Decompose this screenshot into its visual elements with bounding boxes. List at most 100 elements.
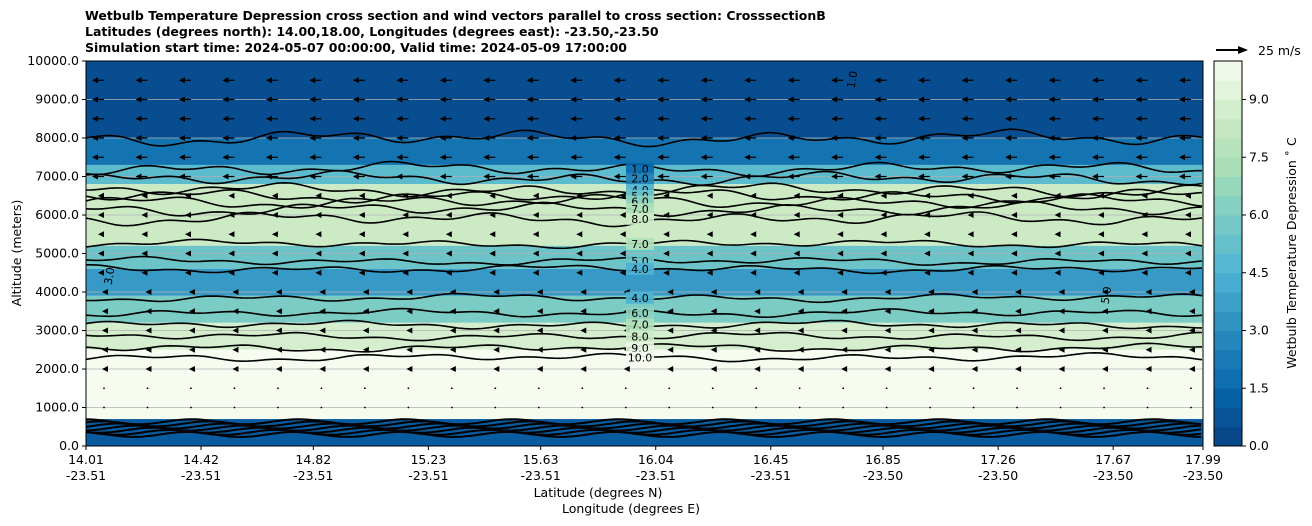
wind-vector bbox=[1102, 308, 1109, 315]
wind-vector bbox=[184, 212, 191, 218]
wind-vector bbox=[275, 346, 282, 353]
wind-vector bbox=[1092, 154, 1099, 161]
wind-vector bbox=[1015, 346, 1022, 353]
contour-label: 7.0 bbox=[631, 238, 649, 251]
wind-vector bbox=[613, 115, 620, 122]
wind-vector bbox=[146, 406, 149, 409]
wind-vector bbox=[842, 406, 845, 409]
wind-vector bbox=[623, 366, 630, 372]
wind-vector bbox=[667, 346, 674, 353]
wind-vector bbox=[1054, 192, 1061, 199]
title-line-3: Simulation start time: 2024-05-07 00:00:… bbox=[85, 40, 627, 55]
wind-vector bbox=[657, 154, 664, 161]
wind-vector bbox=[406, 346, 413, 353]
wind-vector bbox=[135, 135, 142, 141]
wind-vector bbox=[439, 77, 446, 84]
wind-vector bbox=[1016, 387, 1018, 390]
colorbar-segment bbox=[1214, 292, 1242, 312]
contour-label: 1.0 bbox=[845, 70, 861, 89]
wind-vector bbox=[624, 387, 627, 390]
wind-vector bbox=[744, 154, 751, 161]
wind-vector bbox=[928, 346, 935, 353]
wind-vector bbox=[842, 387, 845, 390]
wind-vector bbox=[449, 308, 456, 315]
x-axis-label-latitude: Latitude (degrees N) bbox=[534, 485, 663, 500]
wind-vector bbox=[92, 77, 98, 84]
wind-vector bbox=[755, 387, 758, 390]
wind-vector bbox=[92, 154, 98, 161]
contour-label: 3.0 bbox=[102, 266, 118, 285]
wind-vector bbox=[570, 77, 577, 84]
wind-vector bbox=[1048, 77, 1055, 84]
wind-vector bbox=[580, 289, 587, 295]
wind-vector bbox=[884, 346, 891, 353]
wind-vector bbox=[483, 135, 490, 141]
wind-vector bbox=[145, 327, 152, 334]
wind-vector bbox=[537, 387, 540, 390]
wind-vector bbox=[526, 96, 533, 103]
wind-vector bbox=[831, 115, 838, 122]
wind-vector bbox=[309, 96, 316, 103]
wind-vector bbox=[309, 77, 316, 84]
wind-vector bbox=[232, 327, 239, 334]
wind-vector bbox=[613, 96, 620, 103]
wind-vector bbox=[576, 212, 583, 218]
wind-vector bbox=[667, 327, 674, 334]
wind-vector bbox=[576, 269, 583, 276]
wind-vector bbox=[576, 192, 583, 199]
wind-vector bbox=[1146, 406, 1149, 409]
quiver-key-arrowhead bbox=[1238, 46, 1248, 54]
wind-vector bbox=[362, 308, 369, 315]
wind-vector bbox=[141, 231, 148, 238]
wind-vector bbox=[145, 346, 152, 353]
contour-label-bg bbox=[626, 351, 654, 364]
wind-vector bbox=[613, 154, 620, 161]
wind-vector bbox=[103, 406, 105, 409]
wind-vector bbox=[265, 115, 272, 122]
y-axis-label: Altitude (meters) bbox=[9, 200, 24, 307]
wind-vector bbox=[222, 77, 229, 84]
wind-vector bbox=[793, 231, 800, 238]
x-tick-label-lon: -23.51 bbox=[66, 468, 106, 483]
wind-vector bbox=[1059, 387, 1062, 390]
wind-vector bbox=[1190, 387, 1192, 390]
wind-vector bbox=[358, 269, 365, 276]
wind-vector bbox=[98, 212, 104, 218]
wind-vector bbox=[797, 327, 804, 334]
wind-vector bbox=[1185, 231, 1191, 238]
wind-vector bbox=[663, 231, 670, 238]
wind-vector bbox=[402, 250, 409, 257]
y-tick-label: 3000.0 bbox=[35, 323, 79, 338]
wind-vector bbox=[92, 115, 98, 122]
wind-vector bbox=[1016, 406, 1018, 409]
wind-vector bbox=[710, 366, 717, 372]
wind-vector bbox=[1135, 173, 1142, 180]
contour-label-bg bbox=[626, 172, 654, 185]
wind-vector bbox=[880, 231, 887, 238]
wind-vector bbox=[580, 308, 587, 315]
x-tick-label-lon: -23.50 bbox=[1183, 468, 1223, 483]
wind-vector bbox=[700, 154, 707, 161]
x-tick-label-lat: 17.99 bbox=[1185, 452, 1221, 467]
wind-vector bbox=[406, 308, 413, 315]
wind-vector bbox=[396, 135, 403, 141]
wind-vector bbox=[967, 192, 974, 199]
wind-vector bbox=[98, 250, 104, 257]
wind-vector bbox=[787, 173, 794, 180]
wind-vector bbox=[228, 250, 235, 257]
wind-vector bbox=[1185, 212, 1191, 218]
wind-vector bbox=[141, 212, 148, 218]
wind-vector bbox=[1102, 346, 1109, 353]
wind-vector bbox=[271, 212, 278, 218]
contour-label-bg bbox=[626, 162, 654, 175]
wind-vector bbox=[449, 327, 456, 334]
wind-vector bbox=[439, 135, 446, 141]
y-tick-label: 5000.0 bbox=[35, 246, 79, 261]
contour-label-bg bbox=[626, 291, 654, 304]
contour-label-bg bbox=[626, 262, 654, 275]
wind-vector bbox=[1103, 387, 1105, 390]
x-tick-label-lat: 14.42 bbox=[183, 452, 219, 467]
wind-vector bbox=[798, 406, 801, 409]
wind-vector bbox=[667, 308, 674, 315]
wind-vector bbox=[754, 289, 761, 295]
